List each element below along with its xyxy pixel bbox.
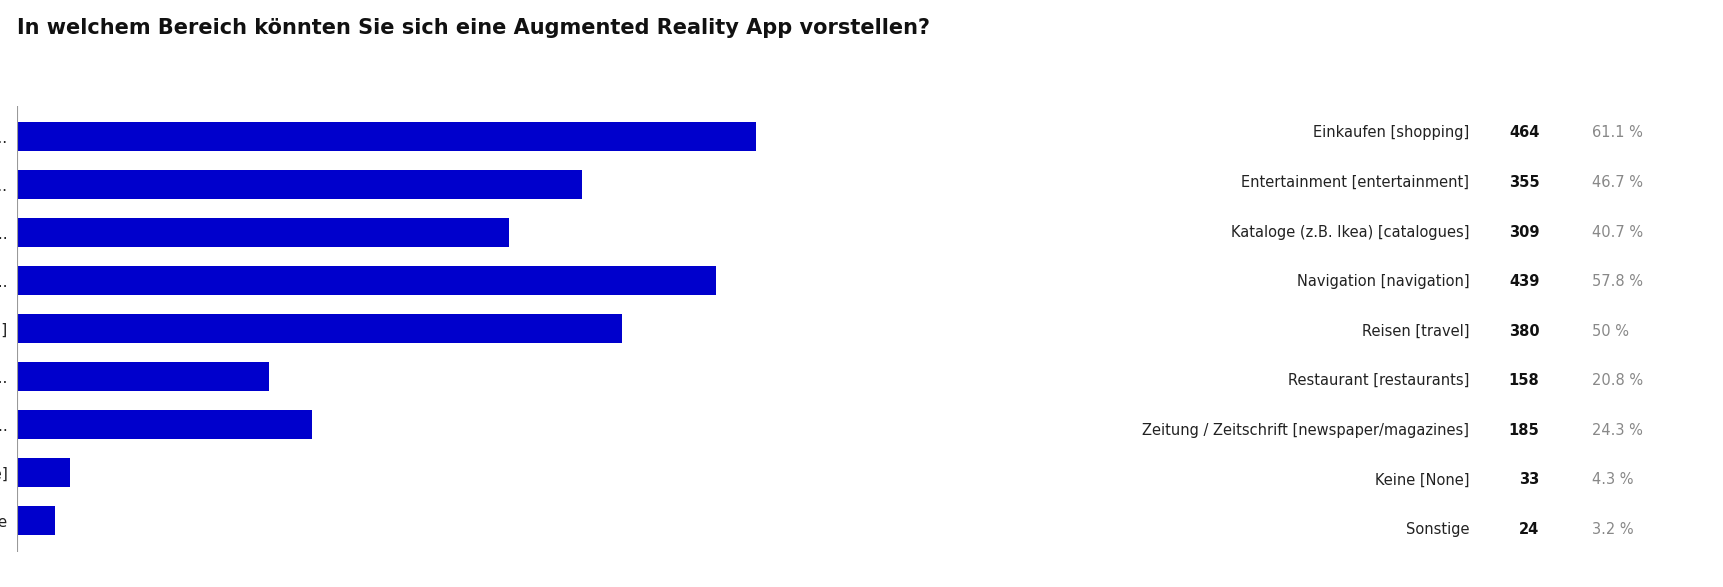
Text: In welchem Bereich könnten Sie sich eine Augmented Reality App vorstellen?: In welchem Bereich könnten Sie sich eine… [17, 18, 930, 38]
Text: 380: 380 [1509, 323, 1539, 339]
Text: Reisen [travel]: Reisen [travel] [1361, 323, 1470, 339]
Text: 355: 355 [1509, 175, 1539, 190]
Text: Einkaufen [shopping]: Einkaufen [shopping] [1313, 126, 1470, 140]
Bar [17, 410, 312, 439]
Bar [17, 218, 510, 247]
Bar [17, 123, 756, 151]
Text: 61.1 %: 61.1 % [1592, 126, 1642, 140]
Bar [17, 506, 55, 535]
Text: 20.8 %: 20.8 % [1592, 373, 1644, 388]
Text: Sonstige: Sonstige [1406, 522, 1470, 537]
Text: 309: 309 [1509, 225, 1539, 239]
Text: 24: 24 [1520, 522, 1539, 537]
Bar [17, 314, 622, 343]
Text: Zeitung / Zeitschrift [newspaper/magazines]: Zeitung / Zeitschrift [newspaper/magazin… [1142, 423, 1470, 438]
Text: 4.3 %: 4.3 % [1592, 473, 1633, 487]
Text: 57.8 %: 57.8 % [1592, 274, 1644, 289]
Text: 158: 158 [1509, 373, 1539, 388]
Text: 40.7 %: 40.7 % [1592, 225, 1644, 239]
Bar [17, 362, 269, 391]
Text: 24.3 %: 24.3 % [1592, 423, 1642, 438]
Bar [17, 458, 69, 487]
Text: 33: 33 [1520, 473, 1539, 487]
Text: Kataloge (z.B. Ikea) [catalogues]: Kataloge (z.B. Ikea) [catalogues] [1230, 225, 1470, 239]
Text: 464: 464 [1509, 126, 1539, 140]
Text: 46.7 %: 46.7 % [1592, 175, 1644, 190]
Text: Entertainment [entertainment]: Entertainment [entertainment] [1241, 175, 1470, 190]
Text: 3.2 %: 3.2 % [1592, 522, 1633, 537]
Text: 439: 439 [1509, 274, 1539, 289]
Text: 185: 185 [1509, 423, 1539, 438]
Text: 50 %: 50 % [1592, 323, 1628, 339]
Bar [17, 170, 582, 199]
Text: Navigation [navigation]: Navigation [navigation] [1297, 274, 1470, 289]
Text: Keine [None]: Keine [None] [1375, 473, 1470, 487]
Bar [17, 266, 717, 295]
Text: Restaurant [restaurants]: Restaurant [restaurants] [1289, 373, 1470, 388]
